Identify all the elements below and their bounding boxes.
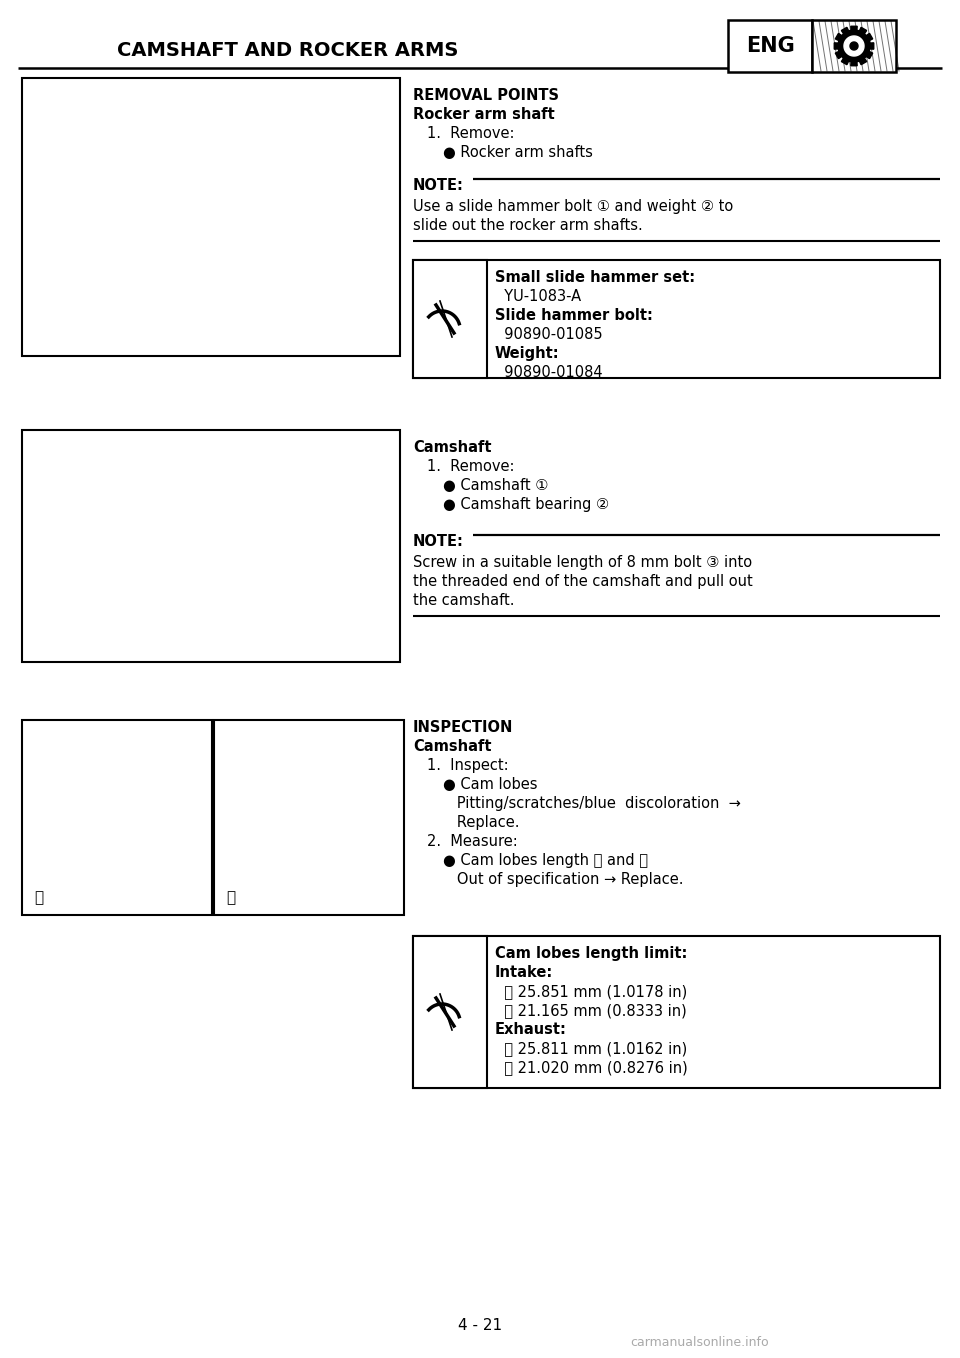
Bar — [413, 936, 487, 1088]
Text: the threaded end of the camshaft and pull out: the threaded end of the camshaft and pul… — [413, 574, 753, 589]
Polygon shape — [834, 43, 842, 49]
Text: slide out the rocker arm shafts.: slide out the rocker arm shafts. — [413, 219, 643, 234]
Text: the camshaft.: the camshaft. — [413, 593, 515, 608]
Text: 90890-01084: 90890-01084 — [495, 365, 603, 380]
Polygon shape — [857, 27, 867, 37]
Bar — [22, 720, 212, 915]
Bar — [22, 430, 400, 661]
Text: Screw in a suitable length of 8 mm bolt ③ into: Screw in a suitable length of 8 mm bolt … — [413, 555, 752, 570]
Text: ⓑ 21.020 mm (0.8276 in): ⓑ 21.020 mm (0.8276 in) — [495, 1061, 687, 1076]
Text: ⓐ: ⓐ — [34, 889, 43, 904]
Bar — [812, 20, 896, 72]
Text: Pitting/scratches/blue  discoloration  →: Pitting/scratches/blue discoloration → — [443, 796, 741, 811]
Text: ● Cam lobes: ● Cam lobes — [443, 777, 538, 792]
Bar — [413, 259, 487, 378]
Text: Cam lobes length limit:: Cam lobes length limit: — [495, 947, 687, 961]
Text: ⓑ 21.165 mm (0.8333 in): ⓑ 21.165 mm (0.8333 in) — [495, 1004, 686, 1018]
Polygon shape — [841, 54, 851, 65]
Polygon shape — [857, 54, 867, 65]
Text: ● Rocker arm shafts: ● Rocker arm shafts — [443, 145, 593, 160]
Bar — [214, 720, 404, 915]
Text: Camshaft: Camshaft — [413, 739, 492, 754]
Text: ● Camshaft bearing ②: ● Camshaft bearing ② — [443, 497, 610, 512]
Text: Out of specification → Replace.: Out of specification → Replace. — [443, 872, 684, 887]
Polygon shape — [838, 30, 870, 62]
Polygon shape — [835, 34, 845, 42]
Text: NOTE:: NOTE: — [413, 534, 464, 549]
Text: Intake:: Intake: — [495, 966, 553, 980]
Polygon shape — [851, 57, 857, 65]
Bar — [728, 20, 812, 72]
Polygon shape — [851, 26, 857, 34]
Text: ⓐ 25.851 mm (1.0178 in): ⓐ 25.851 mm (1.0178 in) — [495, 985, 687, 999]
Text: Rocker arm shaft: Rocker arm shaft — [413, 107, 555, 122]
Text: Camshaft: Camshaft — [413, 440, 492, 455]
Polygon shape — [866, 43, 874, 49]
Text: REMOVAL POINTS: REMOVAL POINTS — [413, 88, 559, 103]
Text: ⓑ: ⓑ — [226, 889, 235, 904]
Polygon shape — [863, 50, 873, 58]
Bar — [413, 259, 940, 378]
Text: 4 - 21: 4 - 21 — [458, 1319, 502, 1334]
Polygon shape — [841, 27, 851, 37]
Text: Small slide hammer set:: Small slide hammer set: — [495, 270, 695, 285]
Text: 1.  Remove:: 1. Remove: — [427, 126, 515, 141]
Text: 1.  Inspect:: 1. Inspect: — [427, 758, 509, 773]
Text: YU-1083-A: YU-1083-A — [495, 289, 581, 304]
Text: 90890-01085: 90890-01085 — [495, 327, 603, 342]
Polygon shape — [835, 50, 845, 58]
Text: Replace.: Replace. — [443, 815, 519, 830]
Text: carmanualsonline.info: carmanualsonline.info — [631, 1336, 769, 1348]
Text: Slide hammer bolt:: Slide hammer bolt: — [495, 308, 653, 323]
Polygon shape — [844, 37, 864, 56]
Bar — [22, 77, 400, 356]
Text: ENG: ENG — [746, 37, 794, 56]
Text: ⓐ 25.811 mm (1.0162 in): ⓐ 25.811 mm (1.0162 in) — [495, 1042, 687, 1057]
Text: ● Camshaft ①: ● Camshaft ① — [443, 478, 548, 493]
Text: CAMSHAFT AND ROCKER ARMS: CAMSHAFT AND ROCKER ARMS — [117, 41, 459, 60]
Text: Use a slide hammer bolt ① and weight ② to: Use a slide hammer bolt ① and weight ② t… — [413, 200, 733, 215]
Text: Weight:: Weight: — [495, 346, 560, 361]
Text: NOTE:: NOTE: — [413, 178, 464, 193]
Bar — [413, 936, 940, 1088]
Polygon shape — [850, 42, 858, 50]
Text: Exhaust:: Exhaust: — [495, 1023, 566, 1038]
Polygon shape — [863, 34, 873, 42]
Text: ● Cam lobes length ⓐ and ⓑ: ● Cam lobes length ⓐ and ⓑ — [443, 853, 648, 868]
Text: 1.  Remove:: 1. Remove: — [427, 459, 515, 474]
Text: 2.  Measure:: 2. Measure: — [427, 834, 517, 849]
Text: INSPECTION: INSPECTION — [413, 720, 514, 735]
